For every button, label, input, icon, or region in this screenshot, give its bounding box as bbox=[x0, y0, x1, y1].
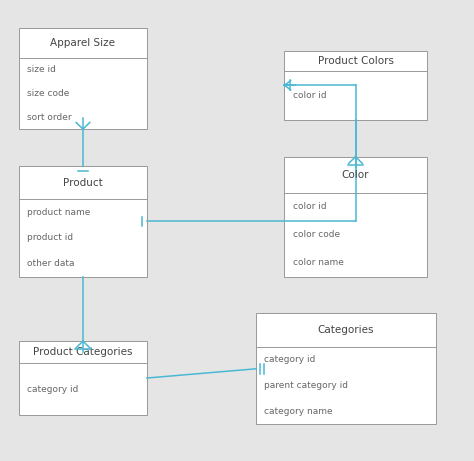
Text: Product Categories: Product Categories bbox=[33, 347, 133, 357]
Text: category id: category id bbox=[264, 355, 316, 364]
Bar bbox=[19, 166, 147, 277]
Text: category name: category name bbox=[264, 407, 333, 416]
Text: parent category id: parent category id bbox=[264, 381, 348, 390]
Bar bbox=[284, 51, 427, 120]
Bar bbox=[19, 341, 147, 415]
Text: color code: color code bbox=[293, 230, 340, 239]
Text: color name: color name bbox=[293, 258, 344, 267]
Text: product id: product id bbox=[27, 233, 73, 242]
Text: color id: color id bbox=[293, 202, 327, 211]
Text: Product Colors: Product Colors bbox=[318, 56, 393, 66]
Text: other data: other data bbox=[27, 259, 75, 268]
Bar bbox=[256, 313, 436, 424]
Text: size code: size code bbox=[27, 89, 70, 98]
Text: color id: color id bbox=[293, 91, 327, 100]
Bar bbox=[284, 157, 427, 277]
Text: sort order: sort order bbox=[27, 113, 72, 122]
Text: category id: category id bbox=[27, 384, 79, 394]
Text: Categories: Categories bbox=[318, 325, 374, 335]
Text: Color: Color bbox=[342, 170, 369, 180]
Text: Apparel Size: Apparel Size bbox=[50, 38, 116, 48]
Text: size id: size id bbox=[27, 65, 56, 74]
Text: product name: product name bbox=[27, 207, 91, 217]
Text: Product: Product bbox=[63, 177, 103, 188]
Bar bbox=[19, 28, 147, 129]
